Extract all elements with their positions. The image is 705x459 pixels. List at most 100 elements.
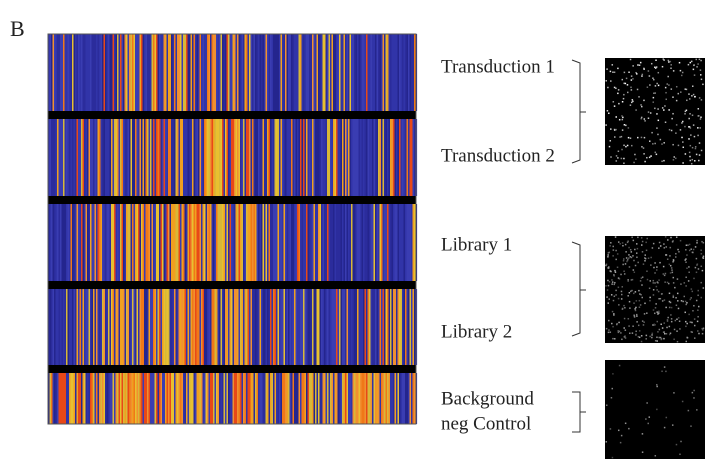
stripe xyxy=(285,373,287,424)
stripe xyxy=(243,289,245,365)
stripe xyxy=(210,34,212,111)
stripe xyxy=(81,289,83,365)
spot xyxy=(672,294,675,297)
stripe xyxy=(81,119,83,196)
spot xyxy=(647,70,650,72)
stripe xyxy=(192,204,194,281)
row-label: neg Control xyxy=(441,413,531,434)
stripe xyxy=(372,289,374,365)
spot xyxy=(690,331,693,333)
stripe xyxy=(306,289,308,365)
spot xyxy=(623,157,625,160)
stripe xyxy=(193,289,196,365)
stripe xyxy=(337,34,340,111)
spot xyxy=(689,113,691,115)
spot xyxy=(663,322,665,324)
stripe xyxy=(244,289,247,365)
stripe xyxy=(388,204,391,281)
stripe xyxy=(79,373,82,424)
spot xyxy=(620,293,623,296)
spot xyxy=(697,134,699,137)
spot xyxy=(669,255,671,257)
spot xyxy=(670,320,673,323)
stripe xyxy=(51,34,53,111)
stripe xyxy=(172,119,175,196)
spot xyxy=(667,316,669,319)
stripe xyxy=(348,373,350,424)
stripe xyxy=(312,289,314,365)
stripe xyxy=(229,204,232,281)
stripe xyxy=(282,34,284,111)
stripe xyxy=(148,34,151,111)
stripe xyxy=(253,289,256,365)
spot xyxy=(672,159,675,161)
spot xyxy=(637,324,640,327)
stripe xyxy=(373,34,376,111)
spot xyxy=(667,239,669,241)
stripe xyxy=(135,204,137,281)
spot xyxy=(671,271,674,274)
stripe xyxy=(154,204,157,281)
stripe xyxy=(256,119,259,196)
spot xyxy=(661,370,663,373)
stripe xyxy=(57,119,59,196)
stripe xyxy=(114,289,116,365)
stripe xyxy=(127,373,130,424)
spot xyxy=(675,253,677,255)
spot xyxy=(697,127,699,129)
stripe xyxy=(171,119,173,196)
stripe xyxy=(118,119,121,196)
spot xyxy=(648,416,651,418)
stripe xyxy=(316,373,319,424)
spot xyxy=(691,331,693,333)
stripe xyxy=(129,289,131,365)
spot xyxy=(613,313,615,315)
stripe xyxy=(88,204,91,281)
stripe xyxy=(315,204,317,281)
stripe xyxy=(196,119,199,196)
stripe xyxy=(405,289,407,365)
stripe xyxy=(373,204,376,281)
spot xyxy=(664,121,667,124)
spot xyxy=(634,309,637,312)
spot xyxy=(684,320,687,323)
stripe xyxy=(319,204,322,281)
stripe xyxy=(147,34,149,111)
stripe xyxy=(73,204,76,281)
stripe xyxy=(351,289,353,365)
stripe xyxy=(175,204,178,281)
spot xyxy=(641,296,643,299)
spot xyxy=(661,143,663,145)
stripe xyxy=(336,373,338,424)
spot xyxy=(697,115,700,117)
stripe xyxy=(337,289,340,365)
spot xyxy=(685,303,687,306)
stripe xyxy=(274,204,277,281)
spot xyxy=(656,289,658,291)
stripe xyxy=(181,204,184,281)
stripe xyxy=(355,119,358,196)
stripe xyxy=(195,373,197,424)
stripe xyxy=(219,204,221,281)
stripe xyxy=(120,34,122,111)
stripe xyxy=(189,373,191,424)
stripe xyxy=(336,119,338,196)
stripe xyxy=(229,373,232,424)
stripe xyxy=(163,119,166,196)
stripe xyxy=(298,34,301,111)
stripe xyxy=(223,373,226,424)
spot xyxy=(663,337,665,340)
stripe xyxy=(400,204,403,281)
spot xyxy=(622,244,624,247)
stripe xyxy=(229,34,232,111)
stripe xyxy=(75,34,77,111)
spot xyxy=(676,318,678,320)
stripe xyxy=(373,119,376,196)
spot xyxy=(695,153,698,156)
spot xyxy=(642,324,645,326)
stripe xyxy=(199,34,202,111)
stripe xyxy=(378,119,380,196)
stripe xyxy=(360,34,362,111)
stripe xyxy=(354,373,356,424)
stripe xyxy=(118,289,121,365)
